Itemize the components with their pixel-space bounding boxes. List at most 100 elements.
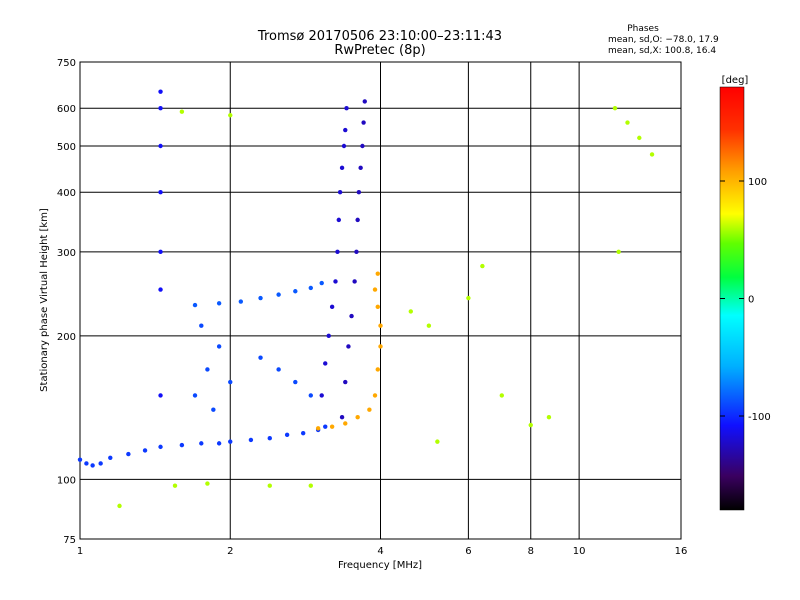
data-point bbox=[344, 106, 349, 111]
data-point bbox=[329, 424, 335, 429]
phases-heading: Phases bbox=[627, 24, 659, 34]
data-point bbox=[238, 299, 244, 304]
data-point bbox=[98, 461, 103, 466]
data-point bbox=[616, 249, 621, 255]
data-point bbox=[358, 165, 363, 171]
phases-mean-x: mean, sd,X: 100.8, 16.4 bbox=[608, 46, 716, 56]
data-point bbox=[205, 481, 210, 486]
data-point bbox=[108, 455, 113, 460]
data-point bbox=[228, 439, 233, 444]
data-point bbox=[228, 379, 233, 385]
data-point bbox=[336, 217, 342, 223]
data-point bbox=[466, 295, 471, 301]
data-point bbox=[308, 285, 313, 291]
data-point bbox=[267, 483, 272, 488]
y-tick-label: 100 bbox=[57, 475, 76, 486]
data-point bbox=[319, 393, 324, 398]
data-point bbox=[117, 503, 122, 509]
y-tick-label: 75 bbox=[63, 535, 76, 546]
data-point bbox=[341, 143, 347, 149]
data-point bbox=[375, 271, 380, 276]
y-tick-label: 500 bbox=[57, 142, 76, 153]
data-point bbox=[329, 304, 335, 310]
data-point bbox=[216, 344, 222, 349]
data-point bbox=[355, 217, 360, 223]
data-point bbox=[378, 323, 383, 328]
data-point bbox=[267, 436, 272, 441]
y-tick-label: 600 bbox=[57, 104, 76, 115]
data-point bbox=[378, 344, 383, 349]
x-tick-label: 2 bbox=[227, 546, 233, 557]
data-point bbox=[192, 393, 198, 398]
data-point bbox=[284, 432, 290, 438]
y-tick-label: 300 bbox=[57, 248, 76, 259]
colorbar-tick-label: -100 bbox=[748, 412, 771, 423]
data-point bbox=[158, 444, 163, 450]
data-point bbox=[375, 367, 380, 372]
data-point bbox=[179, 109, 185, 114]
data-point bbox=[349, 313, 354, 319]
data-point bbox=[172, 483, 178, 488]
x-tick-label: 16 bbox=[675, 546, 688, 557]
data-point bbox=[637, 135, 642, 141]
colorbar-tick-label: 0 bbox=[748, 295, 754, 306]
data-point bbox=[354, 249, 359, 255]
data-point bbox=[84, 461, 89, 466]
data-point bbox=[228, 113, 233, 118]
data-point bbox=[343, 421, 348, 426]
data-point bbox=[372, 393, 378, 398]
data-point bbox=[546, 415, 552, 420]
data-point bbox=[426, 323, 432, 328]
data-point bbox=[362, 99, 367, 104]
x-axis-label: Frequency [MHz] bbox=[338, 560, 422, 571]
data-point bbox=[142, 448, 148, 453]
chart-subtitle: RwPretec (8p) bbox=[334, 43, 425, 58]
y-tick-label: 200 bbox=[57, 332, 76, 343]
data-point bbox=[528, 422, 533, 428]
data-point bbox=[343, 127, 348, 133]
data-point bbox=[192, 302, 198, 308]
data-point bbox=[308, 393, 313, 398]
data-point bbox=[158, 190, 163, 195]
data-point bbox=[77, 457, 83, 462]
data-point bbox=[480, 263, 485, 269]
data-point bbox=[199, 441, 204, 446]
data-point bbox=[323, 424, 328, 429]
data-point bbox=[343, 379, 348, 385]
x-tick-label: 6 bbox=[465, 546, 471, 557]
data-point bbox=[315, 426, 321, 431]
data-point bbox=[158, 143, 163, 149]
data-points bbox=[77, 89, 655, 509]
y-tick-labels: 75 100 200 300 400 500 600 750 bbox=[57, 58, 76, 546]
data-point bbox=[499, 393, 505, 398]
data-point bbox=[352, 279, 357, 284]
data-point bbox=[355, 415, 360, 420]
y-tick-label: 400 bbox=[57, 188, 76, 199]
data-point bbox=[346, 344, 351, 349]
data-point bbox=[300, 430, 306, 436]
data-point bbox=[158, 249, 163, 255]
grid-lines bbox=[80, 62, 681, 539]
data-point bbox=[339, 415, 345, 420]
x-tick-label: 10 bbox=[573, 546, 586, 557]
data-point bbox=[216, 301, 222, 306]
data-point bbox=[276, 367, 281, 372]
data-point bbox=[335, 249, 340, 255]
y-axis-label: Stationary phase Virtual Height [km] bbox=[39, 208, 50, 392]
data-point bbox=[308, 483, 313, 488]
data-point bbox=[408, 309, 413, 314]
data-point bbox=[90, 463, 95, 468]
data-point bbox=[612, 106, 618, 111]
phases-mean-o: mean, sd,O: −78.0, 17.9 bbox=[608, 35, 719, 45]
data-point bbox=[158, 287, 163, 292]
data-point bbox=[205, 367, 210, 372]
data-point bbox=[649, 152, 655, 157]
colorbar-ticks: 100 0 -100 bbox=[720, 177, 771, 423]
data-point bbox=[326, 333, 331, 339]
data-point bbox=[323, 361, 328, 366]
data-point bbox=[248, 437, 254, 443]
data-point bbox=[337, 190, 343, 195]
data-point bbox=[356, 190, 362, 195]
data-point bbox=[375, 304, 380, 310]
